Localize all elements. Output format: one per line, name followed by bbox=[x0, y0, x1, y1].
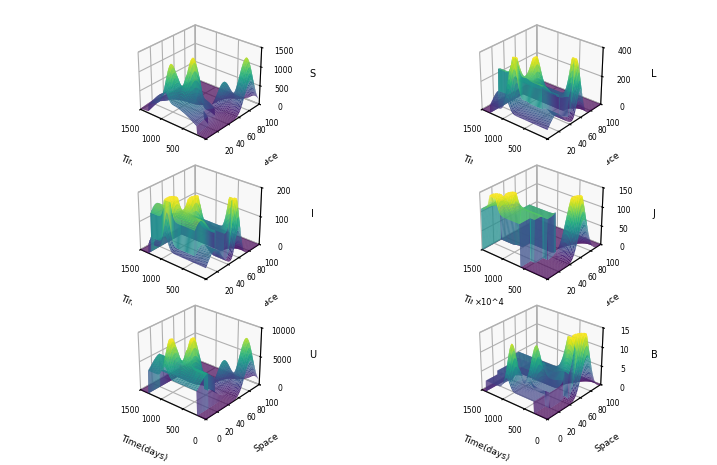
X-axis label: Time(days): Time(days) bbox=[461, 434, 511, 463]
X-axis label: Time(days): Time(days) bbox=[461, 294, 511, 323]
Y-axis label: Space: Space bbox=[594, 431, 622, 454]
X-axis label: Time(days): Time(days) bbox=[461, 154, 511, 183]
X-axis label: Time(days): Time(days) bbox=[119, 434, 169, 463]
Y-axis label: Space: Space bbox=[252, 291, 280, 313]
Y-axis label: Space: Space bbox=[252, 431, 280, 454]
X-axis label: Time(days): Time(days) bbox=[119, 154, 169, 183]
Text: ×10^4: ×10^4 bbox=[475, 298, 504, 307]
X-axis label: Time(days): Time(days) bbox=[119, 294, 169, 323]
Y-axis label: Space: Space bbox=[594, 291, 622, 313]
Y-axis label: Space: Space bbox=[252, 151, 280, 173]
Y-axis label: Space: Space bbox=[594, 151, 622, 173]
